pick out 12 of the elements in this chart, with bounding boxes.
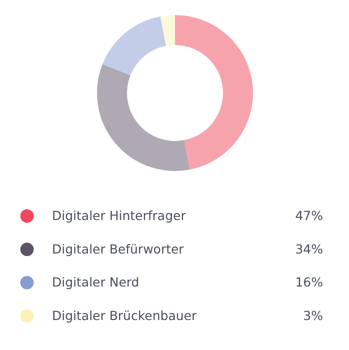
data-label: 34% xyxy=(295,241,324,256)
legend-label: Digitaler Hinterfrager xyxy=(52,208,187,223)
legend-label: Digitaler Brückenbauer xyxy=(52,308,198,323)
donut-slice xyxy=(102,16,166,76)
legend-label: Digitaler Befürworter xyxy=(52,241,185,256)
donut-slice xyxy=(97,64,190,171)
data-label: 47% xyxy=(295,208,324,223)
data-label: 16% xyxy=(295,274,324,290)
legend-label: Digitaler Nerd xyxy=(52,274,140,290)
donut-slice xyxy=(160,15,175,46)
donut-slice xyxy=(175,15,253,170)
data-label: 3% xyxy=(303,308,324,323)
